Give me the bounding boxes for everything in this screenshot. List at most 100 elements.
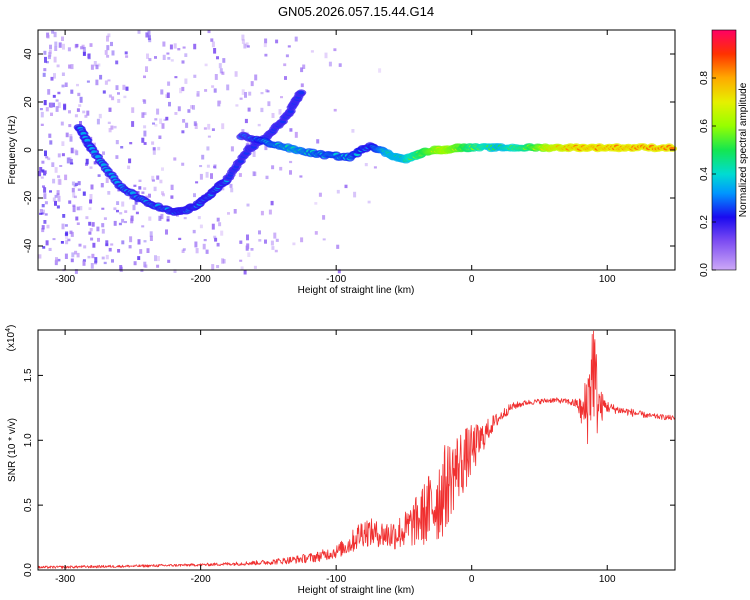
spectrogram-cell [111, 96, 115, 101]
spectrogram-cell [211, 41, 215, 48]
spectrogram-cell [72, 204, 76, 207]
spectrogram-cell [158, 215, 162, 221]
spectrogram-cell [48, 50, 52, 54]
spectrogram-cell [71, 181, 75, 186]
spectrogram-cell [247, 252, 251, 257]
spectrogram-cell [125, 86, 129, 91]
spectrogram-cell [163, 118, 167, 121]
spectrogram-cell [275, 238, 279, 242]
spectrogram-cell [48, 133, 52, 138]
spectrogram-cell [252, 151, 256, 157]
spectrogram-cell [57, 258, 61, 262]
spectrogram-cell [119, 212, 123, 215]
colorbar-tick-label: 0.8 [699, 71, 710, 85]
spectrogram-cell [108, 128, 112, 133]
spectrogram-cell [124, 221, 127, 224]
spectrogram-cell [216, 265, 220, 269]
spectrogram-cell [96, 226, 100, 232]
spectrogram-cell [271, 246, 275, 250]
spectrogram-cell [129, 236, 133, 243]
y-tick-label: 0.5 [23, 498, 34, 512]
spectrogram-cell [74, 269, 78, 274]
spectrogram-cell [181, 86, 185, 92]
spectrogram-cell [105, 243, 109, 246]
spectrogram-cell [235, 104, 239, 107]
spectrogram-cell [351, 129, 355, 133]
spectrogram-cell [270, 240, 274, 246]
spectrogram-cell [333, 48, 337, 52]
spectrogram-cell [123, 95, 127, 99]
spectrogram-cell [66, 157, 70, 164]
spectrogram-cell [50, 112, 53, 116]
spectrogram-cell [246, 45, 250, 48]
spectrogram-cell [78, 104, 82, 107]
spectrogram-cell [92, 242, 96, 248]
spectrogram-cell [97, 63, 101, 67]
spectrogram-cell [47, 55, 51, 60]
spectrogram-cell [158, 135, 162, 139]
spectrogram-cell [61, 153, 65, 157]
spectrogram-cell [84, 114, 88, 118]
spectrogram-cell [41, 228, 45, 233]
spectrogram-cell [64, 82, 68, 87]
spectrogram-cell [207, 135, 211, 138]
spectrogram-cell [316, 139, 320, 144]
spectrogram-cell [51, 30, 55, 34]
spectrogram-cell [111, 259, 114, 263]
spectrogram-cell [367, 200, 371, 204]
spectrogram-cell [264, 53, 268, 57]
spectrogram-cell [116, 201, 120, 205]
spectrogram-cell [154, 56, 157, 59]
spectrogram-cell [284, 76, 287, 80]
spectrogram-cell [56, 190, 60, 196]
spectrogram-cell [147, 35, 151, 40]
spectrogram-cell [71, 252, 75, 258]
y-tick-label: 40 [23, 48, 34, 60]
spectrogram-cell [173, 43, 177, 49]
spectrogram-cell [128, 245, 132, 249]
spectrogram-cell [52, 102, 55, 108]
spectrogram-cell [141, 112, 145, 118]
spectrogram-cell [77, 188, 81, 191]
spectrogram-cell [54, 194, 58, 198]
spectrogram-cell [201, 154, 205, 160]
spectrogram-cell [214, 74, 218, 80]
spectrogram-cell [289, 128, 293, 132]
spectrogram-cell [68, 124, 72, 128]
spectrogram-cell [54, 41, 58, 47]
spectrogram-cell [166, 219, 170, 222]
spectrogram-cell [89, 199, 93, 204]
spectrogram-cell [72, 192, 76, 198]
spectrogram-cell [51, 162, 55, 167]
spectrogram-cell [80, 46, 84, 50]
spectrogram-cell [104, 50, 108, 55]
spectrogram-cell [76, 252, 80, 258]
spectrogram-cell [153, 186, 157, 192]
spectrogram-cell [202, 243, 206, 250]
spectrogram-cell [124, 51, 128, 55]
spectrogram-cell [230, 146, 234, 152]
spectrogram-y-axis: -40 -20 0 20 40 [23, 48, 675, 253]
spectrogram-cell [43, 193, 47, 199]
spectrogram-cell [169, 44, 173, 50]
spectrogram-cell [136, 191, 140, 195]
spectrogram-cell [52, 238, 56, 241]
spectrogram-cell [45, 240, 49, 246]
spectrogram-cell [74, 114, 78, 118]
spectrogram-cell [65, 234, 68, 240]
spectrogram-cell [270, 200, 274, 206]
spectrogram-cell [210, 173, 213, 179]
spectrogram-cell [108, 247, 112, 252]
spectrogram-cell [246, 203, 250, 207]
spectrogram-cell [148, 216, 152, 221]
spectrogram-cell [87, 53, 91, 60]
spectrogram-cell [64, 174, 68, 181]
spectrogram-cell [107, 33, 111, 38]
spectrogram-cell [168, 101, 171, 107]
spectrogram-cell [47, 157, 51, 161]
spectrogram-cell [55, 99, 59, 102]
spectrogram-cell [103, 217, 107, 220]
spectrogram-cell [185, 122, 189, 128]
spectrogram-cell [89, 194, 93, 200]
spectrogram-cell [165, 229, 168, 235]
